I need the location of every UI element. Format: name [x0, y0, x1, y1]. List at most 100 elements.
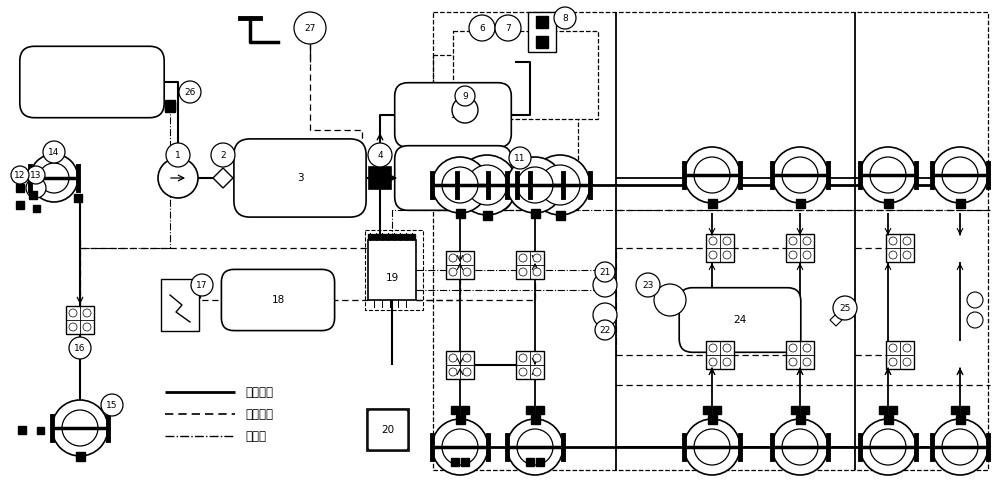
Bar [29, 191, 37, 199]
Bar [536, 36, 548, 48]
Circle shape [789, 237, 797, 245]
Circle shape [519, 368, 527, 376]
Bar [526, 458, 534, 466]
Circle shape [554, 7, 576, 29]
Circle shape [636, 273, 660, 297]
Circle shape [932, 419, 988, 475]
Circle shape [694, 157, 730, 193]
Bar [884, 414, 893, 424]
Circle shape [495, 15, 521, 41]
FancyBboxPatch shape [368, 410, 408, 450]
Bar [369, 167, 391, 189]
Circle shape [517, 429, 553, 465]
FancyBboxPatch shape [395, 146, 511, 210]
FancyBboxPatch shape [395, 83, 511, 147]
Bar [961, 406, 969, 414]
Text: 5: 5 [450, 110, 456, 120]
Circle shape [191, 274, 213, 296]
Bar [368, 233, 373, 239]
Circle shape [52, 400, 108, 456]
Circle shape [903, 344, 911, 352]
Circle shape [654, 284, 686, 316]
Circle shape [463, 268, 471, 276]
Circle shape [11, 166, 29, 184]
Circle shape [69, 337, 91, 359]
Circle shape [519, 254, 527, 262]
Bar [368, 240, 416, 300]
Bar [392, 233, 397, 239]
Circle shape [69, 323, 77, 331]
Circle shape [368, 143, 392, 167]
Bar [786, 234, 814, 262]
Circle shape [432, 419, 488, 475]
Text: 控制管路: 控制管路 [245, 408, 273, 421]
Bar [708, 414, 716, 424]
Text: 22: 22 [599, 326, 611, 335]
Circle shape [803, 237, 811, 245]
Bar [446, 251, 474, 279]
Bar [530, 414, 540, 424]
Circle shape [530, 155, 590, 215]
Circle shape [463, 354, 471, 362]
Circle shape [442, 429, 478, 465]
Bar [530, 209, 540, 217]
Text: 25: 25 [839, 303, 851, 313]
Circle shape [452, 97, 478, 123]
Circle shape [449, 368, 457, 376]
Text: 23: 23 [642, 281, 654, 289]
Bar [453, 31, 598, 119]
Circle shape [533, 354, 541, 362]
Bar [886, 341, 914, 369]
Bar [33, 204, 40, 212]
Text: 供能管路: 供能管路 [245, 385, 273, 398]
Bar [713, 406, 721, 414]
Bar [461, 406, 469, 414]
Text: 电信号: 电信号 [245, 429, 266, 442]
Circle shape [723, 344, 731, 352]
Bar [451, 406, 459, 414]
Circle shape [463, 254, 471, 262]
Bar [879, 406, 887, 414]
Bar [796, 414, 804, 424]
Circle shape [469, 15, 495, 41]
Circle shape [43, 141, 65, 163]
Bar [66, 306, 94, 334]
Bar [398, 233, 403, 239]
Circle shape [467, 165, 507, 205]
Bar [516, 351, 544, 379]
Text: 26: 26 [184, 87, 196, 97]
Circle shape [593, 273, 617, 297]
Text: 13: 13 [30, 170, 42, 180]
Bar [410, 233, 415, 239]
Bar [706, 234, 734, 262]
Bar [74, 194, 82, 202]
Circle shape [789, 344, 797, 352]
Circle shape [455, 86, 475, 106]
Circle shape [533, 268, 541, 276]
Circle shape [507, 157, 563, 213]
Circle shape [870, 429, 906, 465]
Bar [536, 16, 548, 28]
Text: 27: 27 [304, 24, 316, 32]
Circle shape [158, 158, 198, 198]
Circle shape [101, 394, 123, 416]
Circle shape [803, 251, 811, 259]
Circle shape [442, 167, 478, 203]
Circle shape [889, 358, 897, 366]
Circle shape [684, 419, 740, 475]
Circle shape [932, 147, 988, 203]
Circle shape [449, 354, 457, 362]
Bar [451, 458, 459, 466]
Text: 3: 3 [297, 173, 303, 183]
Circle shape [83, 323, 91, 331]
Circle shape [782, 429, 818, 465]
Text: 12: 12 [14, 170, 26, 180]
FancyBboxPatch shape [679, 288, 801, 352]
Bar [526, 406, 534, 414]
Bar [37, 426, 44, 434]
Text: 7: 7 [505, 24, 511, 32]
Circle shape [179, 81, 201, 103]
Text: 16: 16 [74, 343, 86, 353]
Circle shape [83, 309, 91, 317]
Bar [446, 351, 474, 379]
